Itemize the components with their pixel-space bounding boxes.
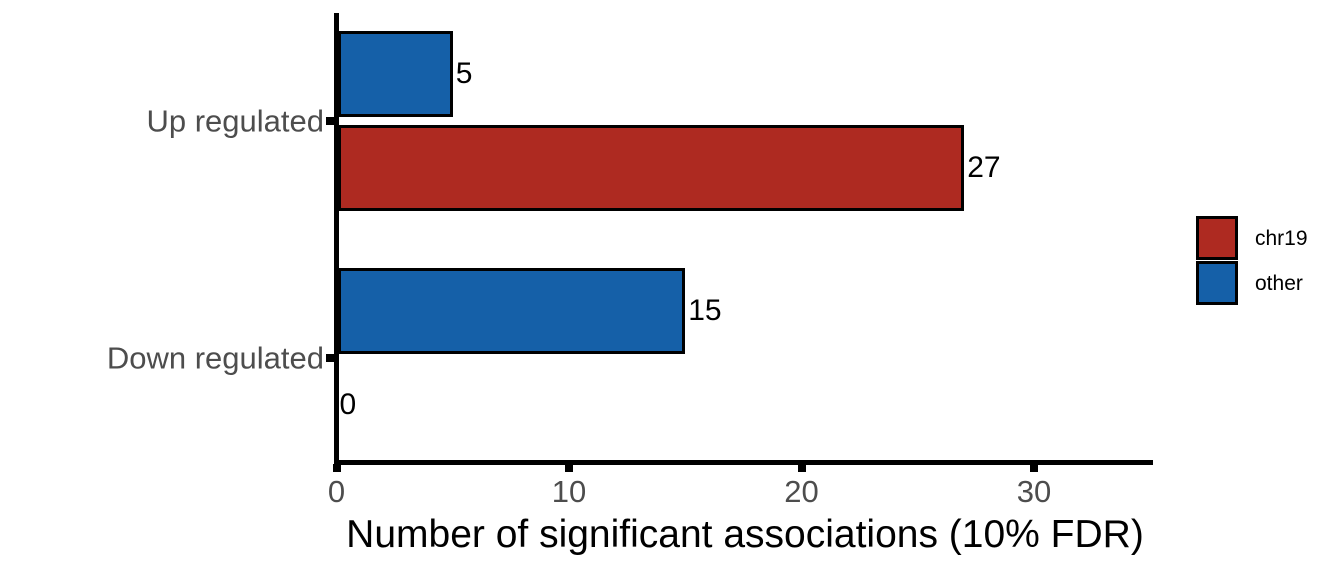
bar-up-regulated-chr19 — [338, 125, 965, 211]
bar-down-regulated-other — [338, 267, 686, 354]
y-axis-line — [334, 13, 339, 465]
category-label-up-regulated: Up regulated — [146, 103, 324, 139]
legend-item-other: other — [1196, 261, 1303, 305]
bar-value-label-down-regulated-chr19: 0 — [339, 387, 357, 421]
legend-swatch-chr19 — [1196, 216, 1238, 260]
legend-item-chr19: chr19 — [1196, 216, 1308, 260]
category-label-down-regulated: Down regulated — [106, 340, 324, 375]
bar-up-regulated-other — [338, 31, 453, 117]
x-tick-label-10: 10 — [551, 474, 587, 509]
y-tick-down-regulated — [326, 353, 334, 362]
x-axis-title: Number of significant associations (10% … — [346, 513, 1144, 556]
x-tick-20 — [797, 464, 806, 472]
bar-value-label-up-regulated-chr19: 27 — [967, 151, 1001, 184]
x-tick-30 — [1030, 464, 1038, 472]
legend-swatch-other — [1196, 261, 1238, 305]
x-tick-label-30: 30 — [1016, 474, 1052, 509]
bar-value-label-down-regulated-other: 15 — [688, 293, 722, 327]
x-axis-line — [334, 460, 1153, 465]
legend-label-other: other — [1255, 271, 1303, 295]
legend-label-chr19: chr19 — [1255, 226, 1308, 250]
x-tick-label-20: 20 — [784, 474, 819, 509]
x-tick-10 — [565, 464, 573, 472]
x-tick-0 — [332, 464, 341, 472]
bar-value-label-up-regulated-other: 5 — [455, 57, 473, 90]
y-tick-up-regulated — [326, 117, 334, 125]
x-tick-label-0: 0 — [327, 474, 346, 509]
